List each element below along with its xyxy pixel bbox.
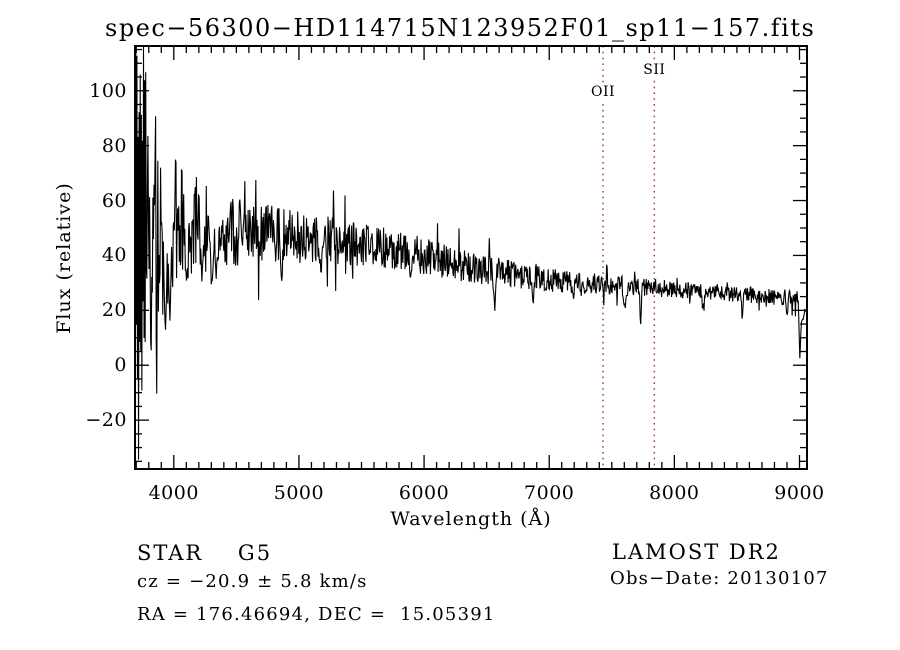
- y-tick-label: 80: [101, 134, 127, 157]
- x-tick-label: 4000: [148, 482, 199, 504]
- x-tick-label: 9000: [774, 482, 825, 504]
- y-tick-label: 60: [101, 189, 127, 212]
- y-tick-label: 40: [101, 244, 127, 267]
- line-label-oii: OII: [589, 84, 617, 100]
- line-label-sii: SII: [642, 62, 667, 78]
- y-tick-label: 0: [114, 354, 127, 377]
- ra-dec-label: RA = 176.46694, DEC = 15.05391: [137, 604, 496, 625]
- x-tick-label: 5000: [273, 482, 325, 504]
- object-class-label: STAR G5: [137, 541, 273, 565]
- x-axis-label: Wavelength (Å): [390, 508, 552, 530]
- x-tick-label: 6000: [398, 482, 450, 504]
- x-tick-label: 7000: [524, 482, 575, 504]
- survey-label: LAMOST DR2: [612, 540, 781, 564]
- y-tick-label: 20: [101, 299, 127, 322]
- y-tick-label: −20: [85, 409, 127, 432]
- radial-velocity-label: cz = −20.9 ± 5.8 km/s: [137, 571, 368, 592]
- x-tick-label: 8000: [649, 482, 700, 504]
- obs-date-label: Obs−Date: 20130107: [610, 568, 829, 589]
- plot-title: spec−56300−HD114715N123952F01_sp11−157.f…: [105, 14, 816, 42]
- y-tick-label: 100: [89, 79, 127, 102]
